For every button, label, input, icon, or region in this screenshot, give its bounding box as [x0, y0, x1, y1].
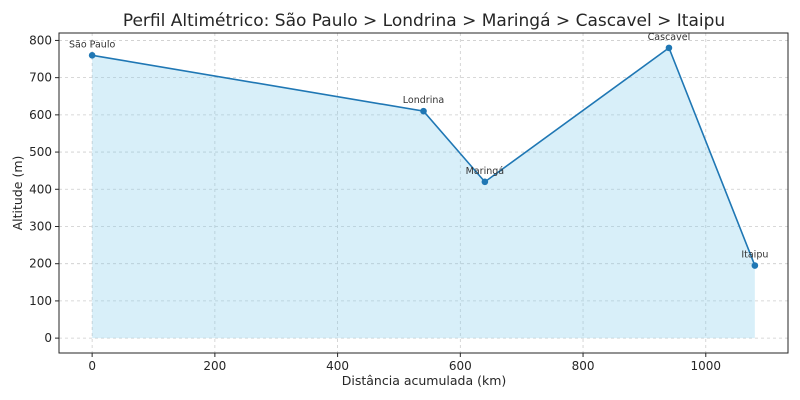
chart-title: Perfil Altimétrico: São Paulo > Londrina… [123, 11, 725, 31]
data-point [481, 178, 489, 186]
point-label: Itaipu [741, 250, 768, 261]
point-label: São Paulo [69, 39, 115, 50]
data-points: São Paulo Londrina Maringá Cascavel Itaipu [69, 32, 768, 269]
y-tick-label: 400 [29, 182, 52, 196]
data-point [420, 107, 427, 115]
y-tick-label: 700 [29, 71, 52, 85]
y-tick-label: 800 [29, 33, 52, 47]
y-axis-label: Altitude (m) [10, 156, 25, 231]
grid [59, 33, 788, 353]
x-tick-label: 400 [326, 359, 349, 373]
data-point [751, 262, 759, 269]
point-label: Maringá [466, 166, 504, 177]
data-point [665, 44, 673, 52]
y-tick-label: 500 [29, 145, 52, 159]
y-tick-label: 300 [29, 219, 52, 233]
altitude-area [92, 47, 755, 339]
x-axis-label: Distância acumulada (km) [342, 373, 507, 388]
data-point [88, 52, 96, 59]
y-tick-label: 600 [29, 108, 52, 122]
x-tick-label: 800 [572, 359, 595, 373]
x-tick-label: 0 [88, 359, 96, 373]
axes: 0 200 400 600 800 1000 0 100 200 300 400 500 600 700 8… [29, 32, 789, 373]
x-tick-label: 200 [203, 359, 226, 373]
x-tick-label: 600 [449, 359, 472, 373]
y-tick-label: 200 [29, 257, 52, 271]
y-tick-label: 100 [29, 294, 52, 308]
point-label: Cascavel [648, 32, 691, 43]
plot-frame [58, 32, 789, 354]
y-tick-label: 0 [44, 331, 52, 345]
point-label: Londrina [403, 95, 444, 106]
x-tick-label: 1000 [690, 359, 721, 373]
